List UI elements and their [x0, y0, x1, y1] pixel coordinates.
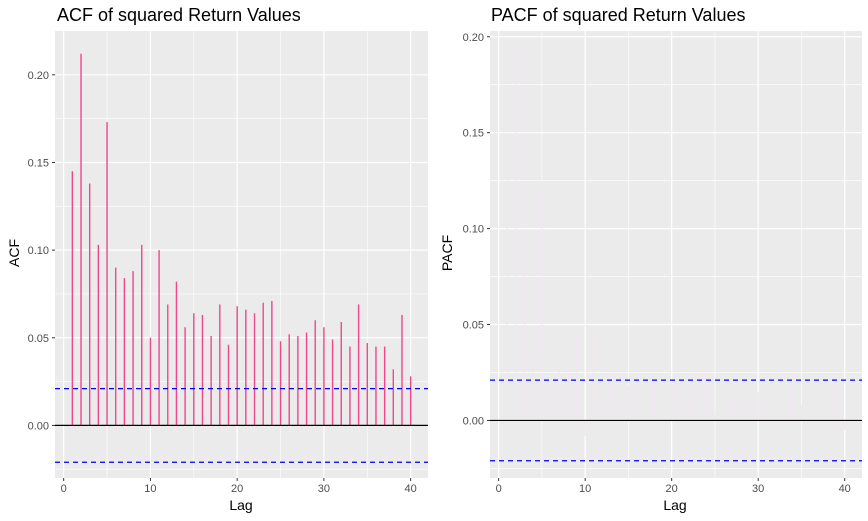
- y-tick-label: 0.15: [463, 128, 484, 140]
- y-tick-label: 0.15: [28, 157, 49, 169]
- acf-x-axis-title: Lag: [229, 497, 252, 513]
- y-tick-label: 0.05: [463, 320, 484, 332]
- x-tick-label: 30: [318, 483, 330, 495]
- pacf-title: PACF of squared Return Values: [491, 5, 745, 25]
- pacf-x-axis-title: Lag: [663, 497, 686, 513]
- acf-reference-lines: [55, 388, 428, 463]
- pacf-y-axis: 0.00 0.05 0.10 0.15 0.20: [463, 32, 490, 427]
- pacf-bars: [506, 44, 846, 436]
- acf-bars: [71, 53, 412, 426]
- x-tick-label: 20: [666, 483, 678, 495]
- y-tick-label: 0.20: [463, 32, 484, 44]
- acf-x-axis: 0 10 20 30 40: [61, 478, 417, 495]
- y-tick-label: 0.00: [28, 420, 49, 432]
- x-tick-label: 10: [579, 483, 591, 495]
- x-tick-label: 0: [61, 483, 67, 495]
- acf-gridlines: [55, 31, 428, 478]
- x-tick-label: 0: [496, 483, 502, 495]
- pacf-x-axis: 0 10 20 30 40: [496, 478, 851, 495]
- pacf-plot-panel: [490, 31, 862, 478]
- pacf-chart: PACF of squared Return Values 0.000.050.…: [439, 5, 862, 513]
- acf-chart: ACF of squared Return Values 0.00 0.05 0.1…: [6, 5, 428, 513]
- acf-plot-panel: [55, 31, 428, 478]
- x-tick-label: 30: [752, 483, 764, 495]
- y-tick-label: 0.10: [28, 245, 49, 257]
- acf-y-axis-title: ACF: [6, 239, 22, 267]
- y-tick-label: 0.20: [28, 70, 49, 82]
- y-tick-label: 0.10: [463, 224, 484, 236]
- pacf-reference-lines: [490, 379, 862, 462]
- acf-title: ACF of squared Return Values: [57, 5, 301, 25]
- x-tick-label: 10: [144, 483, 156, 495]
- x-tick-label: 20: [231, 483, 243, 495]
- y-tick-label: 0.00: [463, 415, 484, 427]
- acf-y-axis: 0.00 0.05 0.10 0.15 0.20: [28, 70, 55, 432]
- y-tick-label: 0.05: [28, 333, 49, 345]
- pacf-y-axis-title: PACF: [439, 235, 455, 271]
- x-tick-label: 40: [839, 483, 851, 495]
- x-tick-label: 40: [405, 483, 417, 495]
